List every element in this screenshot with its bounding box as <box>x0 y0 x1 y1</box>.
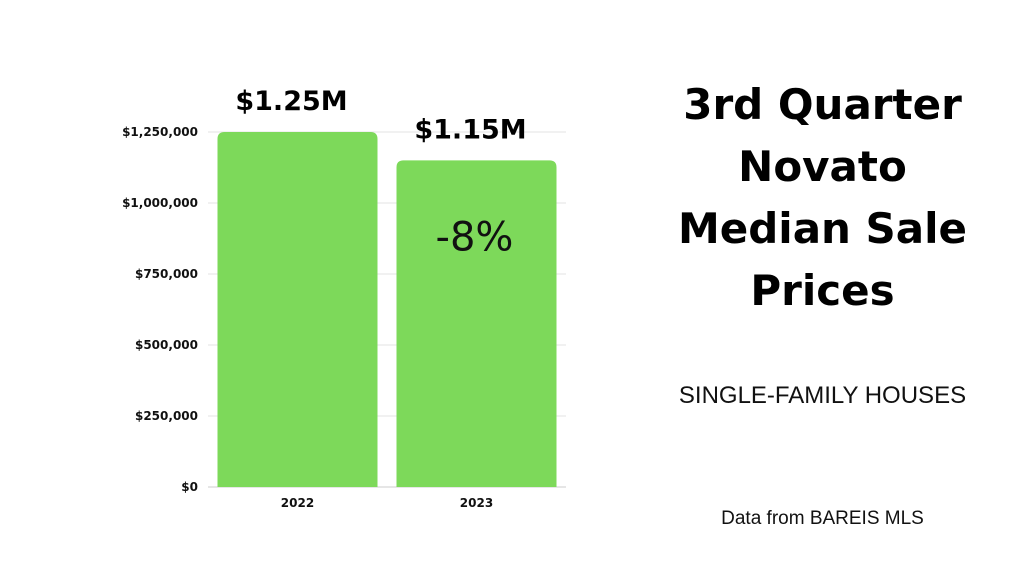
title-line-3: Median Sale <box>677 204 968 253</box>
chart-subtitle: SINGLE-FAMILY HOUSES <box>678 382 967 409</box>
y-tick-label: $0 <box>181 480 198 494</box>
labels: $0 $250,000 $500,000 $750,000 $1,000,000 $1,2… <box>122 86 527 510</box>
y-tick-label: $250,000 <box>135 409 198 423</box>
bar-2023 <box>396 160 557 487</box>
data-label: $1.25M <box>235 86 347 117</box>
data-source-note: Data from BAREIS MLS <box>721 508 924 529</box>
title-line-2: Novato <box>738 142 907 191</box>
chart-title: 3rd Quarter Novato Median Sale Prices <box>640 74 1005 322</box>
y-tick-label: $1,000,000 <box>122 196 198 210</box>
percent-change-label: -8% <box>436 214 514 260</box>
x-tick-label: 2022 <box>281 496 314 510</box>
x-tick-label: 2023 <box>460 496 493 510</box>
data-label: $1.15M <box>414 114 526 145</box>
bars <box>217 132 557 487</box>
y-tick-label: $750,000 <box>135 267 198 281</box>
y-tick-label: $500,000 <box>135 338 198 352</box>
y-tick-label: $1,250,000 <box>122 125 198 139</box>
title-line-1: 3rd Quarter <box>683 80 962 129</box>
title-line-4: Prices <box>750 266 895 315</box>
bar-2022 <box>217 132 378 487</box>
